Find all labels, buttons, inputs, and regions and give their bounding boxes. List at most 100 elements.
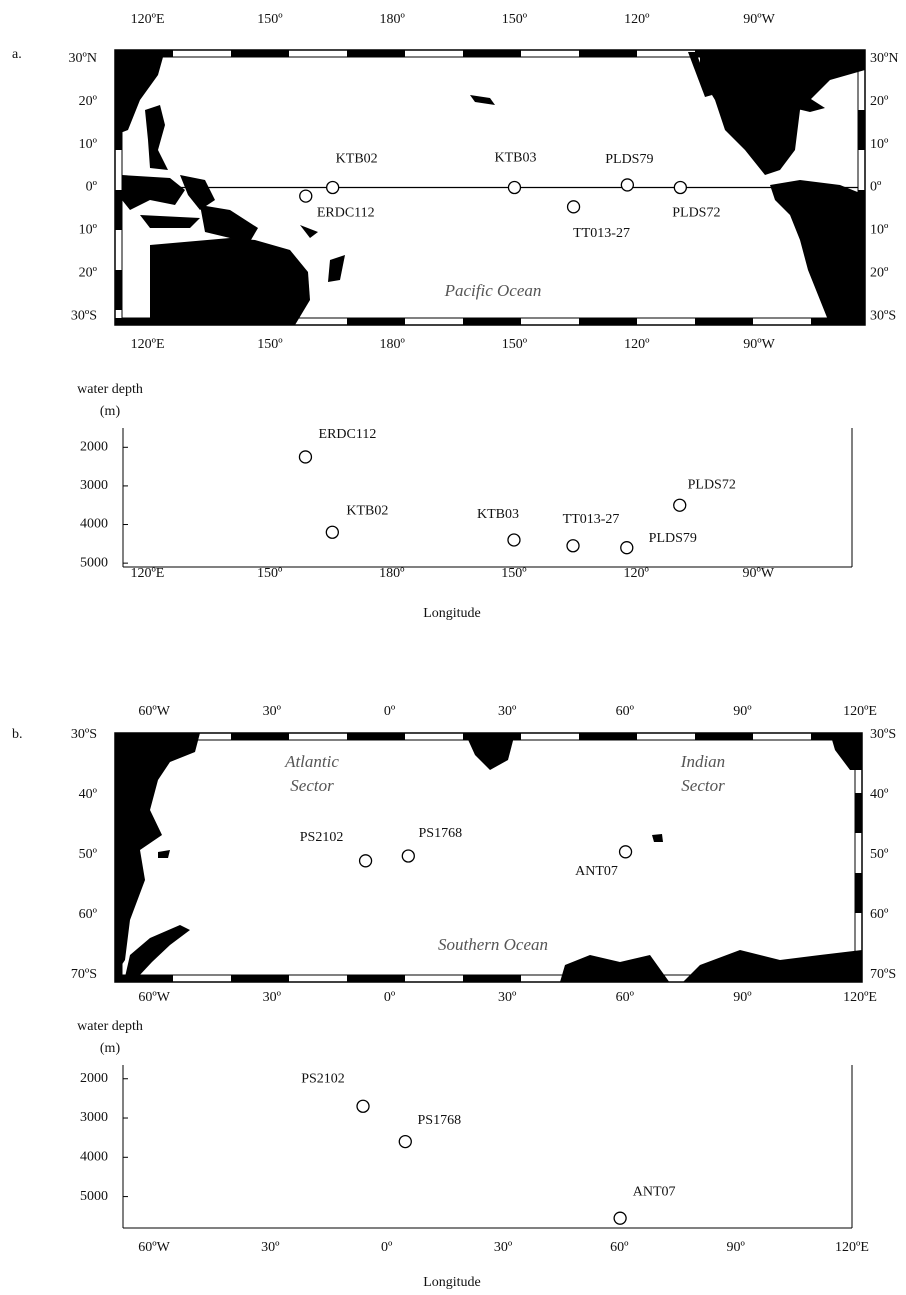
x-tick-label: 30º	[261, 1240, 280, 1255]
site-label: PLDS72	[672, 206, 720, 221]
y-tick-label: 60º	[870, 907, 889, 922]
site-marker	[326, 180, 340, 195]
panel-label: b.	[12, 727, 23, 742]
y-tick-label: 30ºN	[870, 51, 898, 66]
x-tick-label: 120ºE	[131, 337, 165, 352]
site-label: KTB03	[494, 151, 536, 166]
site-marker	[325, 525, 339, 539]
site-label: KTB02	[346, 503, 388, 518]
y-tick-label: 30ºN	[69, 51, 97, 66]
x-tick-label: 0º	[384, 990, 396, 1005]
x-tick-label: 120ºE	[835, 1240, 869, 1255]
annotation: Pacific Ocean	[444, 281, 542, 300]
x-axis-title: Longitude	[423, 1275, 481, 1290]
land-a	[115, 50, 865, 325]
y-tick-label: 4000	[80, 517, 108, 532]
annotation: Indian	[680, 752, 725, 771]
site-marker	[620, 541, 634, 555]
x-tick-label: 150º	[501, 566, 527, 581]
x-tick-label: 0º	[384, 704, 396, 719]
site-marker	[673, 180, 688, 195]
y-tick-label: 40º	[79, 787, 98, 802]
site-marker	[618, 845, 633, 859]
y-tick-label: 70ºS	[870, 967, 896, 982]
x-tick-label: 90ºW	[743, 337, 775, 352]
x-tick-label: 90ºW	[743, 12, 775, 27]
y-tick-label: 2000	[80, 1071, 108, 1086]
site-marker	[356, 1099, 370, 1113]
panel-label: a.	[12, 47, 22, 62]
x-tick-label: 180º	[379, 566, 405, 581]
x-tick-label: 120ºE	[843, 990, 877, 1005]
x-tick-label: 180º	[380, 12, 406, 27]
y-tick-label: 10º	[79, 223, 98, 238]
site-marker	[566, 539, 580, 553]
x-tick-label: 120ºE	[843, 704, 877, 719]
site-marker	[358, 854, 373, 868]
x-tick-label: 150º	[502, 337, 528, 352]
y-axis-title: water depth	[77, 382, 143, 397]
site-label: PS2102	[300, 830, 344, 845]
site-label: ERDC112	[317, 205, 375, 220]
y-tick-label: 20º	[870, 266, 889, 281]
x-tick-label: 0º	[381, 1240, 393, 1255]
x-tick-label: 90º	[733, 990, 752, 1005]
annotation: Southern Ocean	[438, 935, 548, 954]
site-label: KTB02	[336, 152, 378, 167]
x-tick-label: 120º	[624, 12, 650, 27]
site-label: KTB03	[477, 507, 519, 522]
y-tick-label: 0º	[870, 180, 882, 195]
x-tick-label: 60ºW	[138, 704, 170, 719]
y-tick-label: 10º	[870, 223, 889, 238]
x-tick-label: 90ºW	[743, 566, 775, 581]
y-tick-label: 3000	[80, 478, 108, 493]
y-axis-unit: (m)	[100, 1041, 121, 1056]
land-b	[115, 733, 862, 982]
x-tick-label: 180º	[380, 337, 406, 352]
y-axis-unit: (m)	[100, 404, 121, 419]
x-tick-label: 30º	[494, 1240, 513, 1255]
site-label: PLDS79	[649, 531, 697, 546]
x-tick-label: 120ºE	[130, 566, 164, 581]
annotation: Atlantic	[284, 752, 339, 771]
site-label: PS2102	[301, 1071, 345, 1086]
site-label: ANT07	[575, 864, 618, 879]
y-tick-label: 50º	[870, 847, 889, 862]
y-tick-label: 30ºS	[71, 727, 97, 742]
x-tick-label: 120º	[623, 566, 649, 581]
x-tick-label: 60ºW	[138, 1240, 170, 1255]
y-tick-label: 2000	[80, 440, 108, 455]
site-marker	[613, 1211, 627, 1225]
x-tick-label: 30º	[498, 704, 517, 719]
y-tick-label: 30ºS	[870, 727, 896, 742]
x-tick-label: 150º	[257, 12, 283, 27]
x-tick-label: 150º	[502, 12, 528, 27]
x-tick-label: 120º	[624, 337, 650, 352]
x-tick-label: 90º	[726, 1240, 745, 1255]
site-marker	[401, 849, 415, 863]
x-tick-label: 60º	[616, 990, 635, 1005]
x-tick-label: 120ºE	[131, 12, 165, 27]
y-tick-label: 0º	[86, 180, 98, 195]
y-tick-label: 30ºS	[870, 309, 896, 324]
site-marker	[620, 178, 635, 192]
x-axis-title: Longitude	[423, 606, 481, 621]
x-tick-label: 30º	[263, 990, 282, 1005]
y-tick-label: 10º	[870, 137, 889, 152]
site-label: PS1768	[419, 826, 463, 841]
y-tick-label: 5000	[80, 555, 108, 570]
y-tick-label: 20º	[79, 266, 98, 281]
site-label: PLDS72	[688, 477, 736, 492]
x-tick-label: 60º	[616, 704, 635, 719]
x-tick-label: 30º	[263, 704, 282, 719]
x-tick-label: 30º	[498, 990, 517, 1005]
y-tick-label: 10º	[79, 137, 98, 152]
y-tick-label: 20º	[870, 94, 889, 109]
site-label: TT013-27	[573, 226, 630, 241]
y-tick-label: 40º	[870, 787, 889, 802]
site-marker	[398, 1134, 412, 1149]
annotation: Sector	[290, 776, 334, 795]
site-label: TT013-27	[563, 512, 620, 527]
x-tick-label: 60º	[610, 1240, 629, 1255]
y-tick-label: 30ºS	[71, 309, 97, 324]
